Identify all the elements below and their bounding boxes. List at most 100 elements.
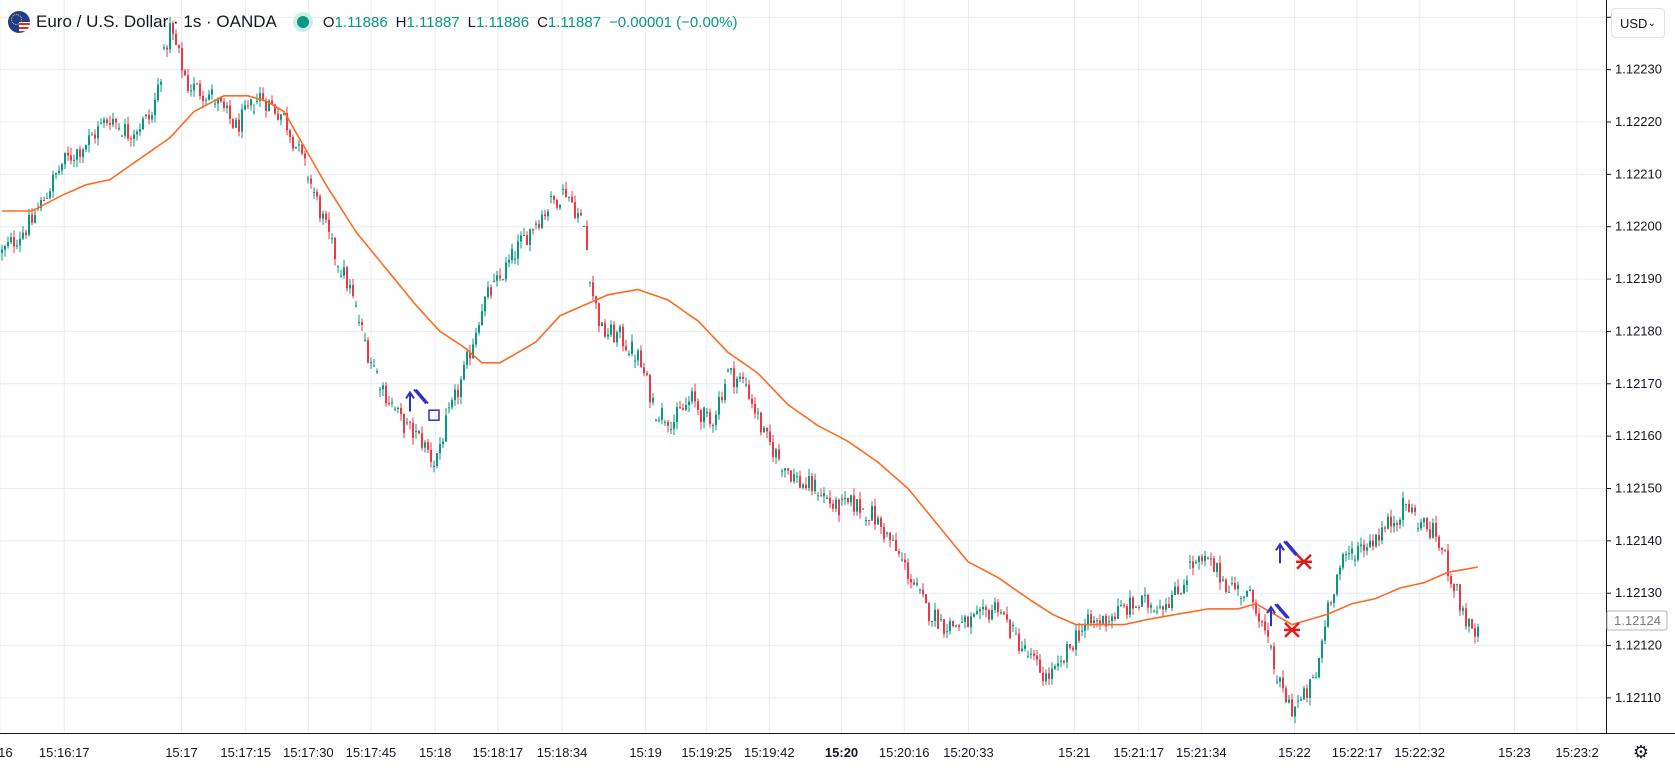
candle-body xyxy=(172,23,174,34)
candle-body xyxy=(1267,630,1269,637)
close-value: 1.11887 xyxy=(547,13,602,31)
candle-body xyxy=(1024,645,1026,649)
candle-body xyxy=(1108,621,1110,623)
candle-body xyxy=(745,384,747,386)
candle-body xyxy=(328,219,330,232)
time-axis[interactable]: 5:16 15:16:17 15:17 15:17:15 15:17:30 15:17:4… xyxy=(0,745,1599,760)
candle-body xyxy=(415,431,417,433)
candle-body xyxy=(622,326,624,347)
candle-body xyxy=(127,124,129,139)
candle-body xyxy=(814,479,816,492)
candle-body xyxy=(1255,602,1257,614)
candle-body xyxy=(703,407,705,423)
candle-body xyxy=(991,609,993,620)
candle-body xyxy=(1285,688,1287,703)
candle-body xyxy=(1258,613,1260,622)
candle-body xyxy=(631,341,633,354)
candle-body xyxy=(1171,594,1173,608)
last-price-label: 1.12124 xyxy=(1614,613,1661,628)
candle-body xyxy=(1126,606,1128,615)
candle-body xyxy=(1147,594,1149,608)
currency-select[interactable]: USD ⌄ xyxy=(1611,8,1665,38)
candle-body xyxy=(262,93,264,101)
candle-body xyxy=(562,188,564,190)
candle-body xyxy=(697,401,699,411)
candle-body xyxy=(1111,616,1113,622)
candle-body xyxy=(943,619,945,634)
candle-body xyxy=(40,200,42,209)
candle-body xyxy=(775,449,777,458)
candle-body xyxy=(1306,688,1308,698)
candle-body xyxy=(1135,606,1137,608)
candle-body xyxy=(946,631,948,633)
candle-body xyxy=(1294,706,1296,717)
candle-body xyxy=(280,114,282,120)
candle-body xyxy=(157,84,159,101)
candle-body xyxy=(643,367,645,374)
candle-body xyxy=(1450,576,1452,584)
gear-icon[interactable]: ⚙ xyxy=(1632,741,1650,762)
candle-body xyxy=(715,414,717,426)
candle-body xyxy=(250,99,252,106)
candle-body xyxy=(805,484,807,488)
candle-body xyxy=(1084,625,1086,631)
candle-body xyxy=(1162,606,1164,610)
candle-body xyxy=(580,213,582,216)
candle-body xyxy=(736,378,738,388)
candle-body xyxy=(568,196,570,198)
candle-body xyxy=(16,245,18,247)
candle-body xyxy=(763,427,765,433)
candle-body xyxy=(787,468,789,471)
candle-body xyxy=(1177,586,1179,595)
candle-body xyxy=(658,419,660,421)
candle-body xyxy=(1360,544,1362,547)
candle-body xyxy=(586,225,588,250)
candle-body xyxy=(277,113,279,120)
candle-body xyxy=(1012,624,1014,626)
price-tick-label: 1.12220 xyxy=(1615,114,1662,129)
signal-square xyxy=(428,409,440,421)
candle-body xyxy=(301,144,303,154)
price-tick-label: 1.12180 xyxy=(1615,323,1662,338)
candle-body xyxy=(913,582,915,585)
candle-body xyxy=(115,118,117,123)
candle-body xyxy=(1234,583,1236,590)
candle-body xyxy=(214,103,216,105)
candle-body xyxy=(412,422,414,439)
candle-body xyxy=(1132,597,1134,609)
symbol-title[interactable]: Euro / U.S. Dollar · 1s · OANDA xyxy=(36,12,277,31)
candle-body xyxy=(481,311,483,326)
candle-body xyxy=(604,322,606,337)
candle-body xyxy=(1033,653,1035,656)
candle-body xyxy=(28,214,30,235)
candle-body xyxy=(1045,673,1047,682)
candle-body xyxy=(343,267,345,276)
candle-body xyxy=(778,449,780,459)
candle-body xyxy=(517,241,519,259)
high-value: 1.11887 xyxy=(406,13,460,31)
candle-body xyxy=(1090,614,1092,623)
candle-body xyxy=(31,214,33,223)
high-label: H xyxy=(395,13,407,31)
candle-body xyxy=(364,340,366,342)
price-axis[interactable]: 1.12110 1.12120 1.12130 1.12140 1.12150 1.121… xyxy=(1606,9,1662,705)
candle-body xyxy=(970,616,972,628)
candle-body xyxy=(1192,561,1194,568)
candle-body xyxy=(1129,597,1131,615)
market-open-status-icon[interactable] xyxy=(296,16,309,28)
candle-body xyxy=(295,147,297,149)
candle-body xyxy=(472,344,474,359)
candle-body xyxy=(502,279,504,281)
candle-body xyxy=(229,105,231,119)
candle-body xyxy=(187,75,189,92)
candle-body xyxy=(934,609,936,621)
candle-body xyxy=(448,407,450,409)
candle-body xyxy=(199,83,201,96)
candle-body xyxy=(451,400,453,408)
candle-body xyxy=(373,365,375,367)
candle-body xyxy=(151,115,153,120)
candle-body xyxy=(436,453,438,466)
time-tick-label: 15:17:30 xyxy=(283,745,334,760)
candle-body xyxy=(673,422,675,429)
